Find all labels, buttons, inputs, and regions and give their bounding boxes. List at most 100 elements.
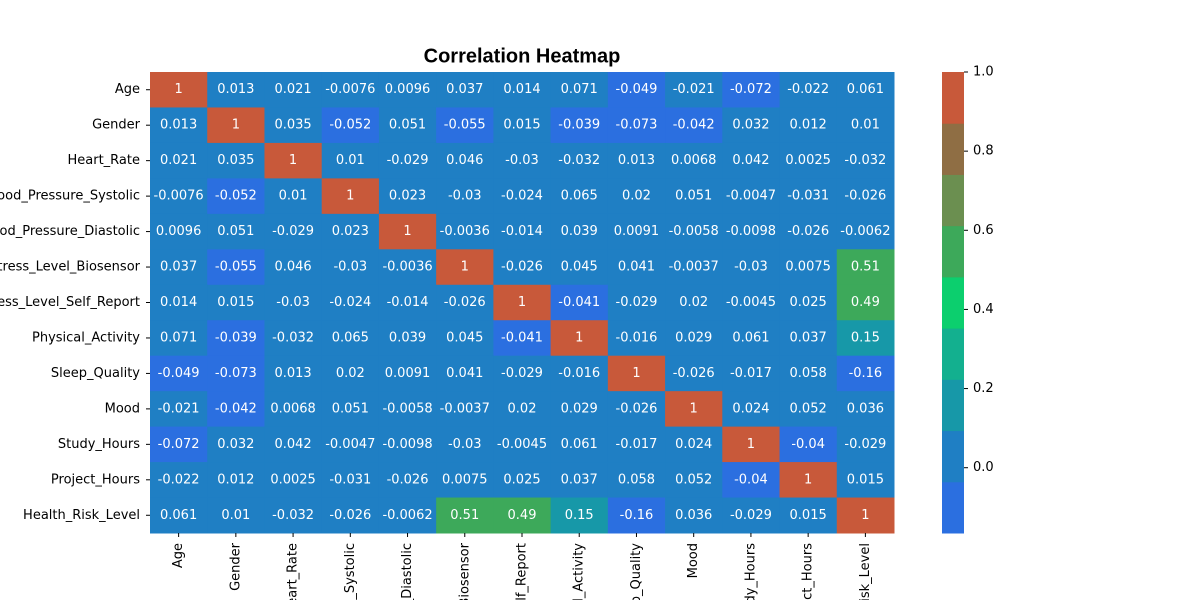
cell-label: -0.072 [730,82,772,97]
cell-label: -0.16 [849,366,883,381]
cell-label: 0.051 [332,401,369,416]
cell-label: -0.026 [616,401,658,416]
colorbar-band [942,72,964,124]
heatmap-cell [264,391,323,428]
heatmap-cell [493,497,552,534]
cell-label: -0.055 [444,118,486,133]
heatmap-cell [436,355,494,392]
heatmap-cell [836,213,895,250]
cell-label: 0.012 [790,118,827,133]
heatmap-cell [550,284,609,321]
cell-label: -0.0076 [325,82,375,97]
cell-label: 0.065 [561,189,598,204]
cell-label: -0.029 [730,508,772,523]
cell-label: 0.02 [679,295,708,310]
heatmap-cell [378,178,437,215]
heatmap-cell [722,462,781,499]
colorbar-tick-label: 1.0 [973,65,994,80]
heatmap-cell [779,142,838,179]
heatmap-cell [607,284,666,321]
heatmap-cell [207,391,265,428]
heatmap-cell [836,497,895,534]
cell-label: 0.042 [732,153,769,168]
cell-label: -0.03 [505,153,539,168]
heatmap-cell [665,426,723,463]
cell-label: 0.071 [160,330,197,345]
heatmap-cell [836,178,895,215]
cell-label: 0.015 [217,295,254,310]
heatmap-cell [722,426,781,463]
heatmap-cell [550,213,609,250]
heatmap-cell [264,355,323,392]
cell-label: 1 [518,295,526,310]
cell-label: -0.0037 [440,401,490,416]
cell-label: -0.0098 [726,224,776,239]
heatmap-cell [665,462,723,499]
heatmap-cell [607,178,666,215]
cell-label: 0.065 [332,330,369,345]
cell-label: 0.041 [618,260,655,275]
cell-label: 0.037 [446,82,483,97]
heatmap-cell [836,72,895,108]
cell-label: 0.0068 [270,401,316,416]
heatmap-cell [321,249,380,286]
heatmap-cell [207,249,265,286]
cell-label: 0.046 [446,153,483,168]
heatmap-cell [550,142,609,179]
cell-label: 0.041 [446,366,483,381]
cell-label: 1 [575,330,583,345]
colorbar-tick-label: 0.4 [973,302,994,317]
heatmap-cell [493,213,552,250]
heatmap-cell [722,142,781,179]
cell-label: 0.013 [618,153,655,168]
cell-label: -0.049 [616,82,658,97]
heatmap-cell [779,355,838,392]
heatmap-cell [665,178,723,215]
y-tick-label: Project_Hours [51,472,140,487]
colorbar-tick-label: 0.2 [973,381,994,396]
cell-label: 0.058 [618,472,655,487]
cell-label: 0.036 [847,401,884,416]
cell-label: -0.022 [158,472,200,487]
cell-label: -0.021 [158,401,200,416]
heatmap-cell [779,426,838,463]
cell-label: 0.01 [279,189,308,204]
heatmap-cell [378,72,437,108]
heatmap-cell [779,497,838,534]
heatmap-cell [665,142,723,179]
cell-label: 0.032 [732,118,769,133]
heatmap-cell [378,249,437,286]
heatmap-cell [378,355,437,392]
heatmap-cell [607,497,666,534]
y-tick-label: Mood [105,401,140,416]
cell-label: 0.037 [160,260,197,275]
cell-label: -0.049 [158,366,200,381]
cell-label: -0.03 [333,260,367,275]
heatmap-cell [779,213,838,250]
heatmap-cell [150,391,208,428]
heatmap-cell [836,284,895,321]
cell-label: -0.031 [787,189,829,204]
cell-label: -0.026 [387,472,429,487]
heatmap-cell [665,72,723,108]
x-tick-label: Heart_Rate [286,543,301,600]
cell-label: 0.061 [732,330,769,345]
cell-label: 0.032 [217,437,254,452]
heatmap-cell [321,462,380,499]
heatmap-cell [150,213,208,250]
cell-label: -0.032 [844,153,886,168]
colorbar-band [942,328,964,380]
heatmap-cell [436,462,494,499]
heatmap-cell [207,355,265,392]
heatmap-cell [264,142,323,179]
cell-label: -0.039 [558,118,600,133]
heatmap-cell [493,284,552,321]
cell-label: -0.029 [387,153,429,168]
heatmap-cell [150,107,208,144]
x-tick-label: Sleep_Quality [629,543,644,600]
heatmap-cell [836,355,895,392]
heatmap-cell [836,107,895,144]
cell-label: -0.026 [501,260,543,275]
heatmap-cell [550,355,609,392]
